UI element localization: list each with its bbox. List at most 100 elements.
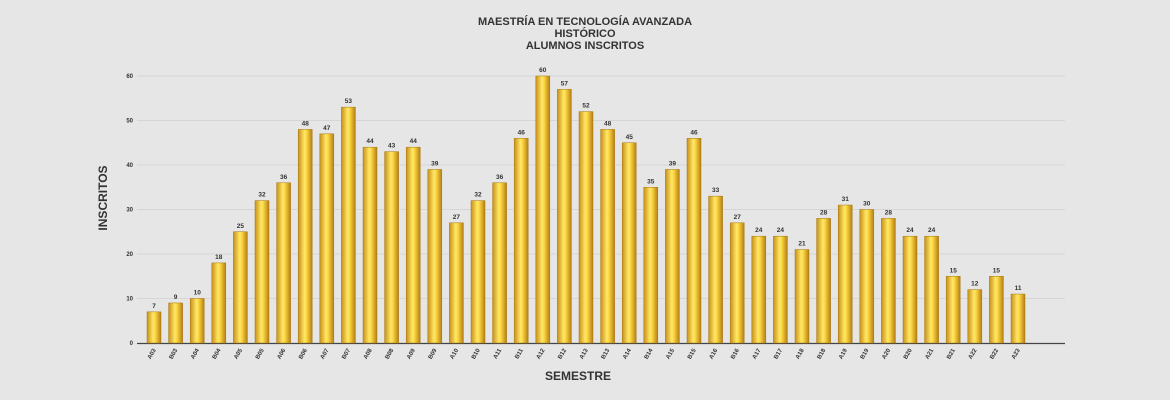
bar-A11: [492, 182, 507, 344]
bar-B14: [643, 187, 659, 344]
data-label: 46: [518, 129, 526, 136]
bar-B17: [773, 235, 788, 344]
x-tick-label: B12: [557, 347, 568, 360]
bar-A10: [449, 222, 464, 344]
chart-title-line-3: ALUMNOS INSCRITOS: [526, 40, 644, 52]
y-tick-label: 10: [126, 297, 133, 303]
bar-B13: [600, 129, 615, 344]
x-tick-label: A22: [968, 347, 979, 360]
x-tick-label: B16: [730, 347, 741, 360]
data-label: 10: [194, 290, 202, 297]
bar-A04: [189, 298, 205, 344]
data-label: 31: [842, 196, 850, 203]
data-label: 33: [712, 187, 720, 194]
bar-A07: [319, 133, 335, 344]
bar-B21: [945, 276, 961, 344]
x-tick-label: A12: [536, 347, 547, 360]
data-label: 43: [388, 143, 396, 150]
data-label: 24: [928, 227, 936, 234]
bar-A08: [362, 146, 378, 344]
x-tick-label: A23: [1011, 347, 1022, 360]
x-tick-label: A03: [147, 347, 158, 360]
data-label: 60: [539, 67, 547, 74]
chart-title-line-1: MAESTRÍA EN TECNOLOGÍA AVANZADA: [478, 15, 692, 28]
x-tick-label: A05: [233, 347, 244, 360]
data-label: 39: [431, 160, 439, 167]
data-label: 32: [474, 192, 482, 199]
x-tick-label: A21: [925, 347, 936, 360]
bar-A05: [233, 231, 248, 344]
bar-A03: [146, 311, 162, 344]
data-label: 45: [626, 134, 634, 141]
x-tick-label: A14: [622, 347, 633, 360]
data-label: 44: [366, 138, 374, 145]
x-tick-label: B07: [341, 347, 352, 360]
bar-B22: [989, 276, 1004, 344]
data-label: 18: [215, 254, 223, 261]
bar-B07: [341, 106, 356, 344]
data-label: 48: [302, 120, 310, 127]
chart-title-line-2: HISTÓRICO: [554, 27, 616, 40]
bar-A18: [794, 249, 810, 344]
bar-B16: [729, 222, 745, 344]
data-label: 11: [1015, 285, 1022, 292]
x-tick-label: B17: [773, 347, 784, 360]
y-tick-label: 40: [126, 163, 133, 169]
bar-B05: [254, 200, 270, 344]
data-label: 12: [971, 281, 979, 288]
data-label: 27: [453, 214, 461, 221]
bar-A20: [881, 218, 896, 344]
y-tick-label: 30: [126, 208, 133, 214]
data-label: 53: [345, 98, 353, 105]
data-label: 47: [323, 125, 331, 132]
bar-B10: [470, 200, 486, 344]
x-tick-label: B09: [428, 347, 439, 360]
x-tick-label: A18: [795, 347, 806, 360]
data-label: 24: [755, 227, 763, 234]
bar-B12: [557, 89, 572, 344]
x-tick-label: B21: [946, 347, 957, 360]
bar-B19: [859, 209, 875, 344]
x-tick-label: B14: [644, 347, 655, 360]
data-label: 21: [798, 241, 806, 248]
y-axis-label: INSCRITOS: [96, 165, 110, 230]
x-tick-label: B18: [817, 347, 828, 360]
data-label: 52: [582, 103, 590, 110]
x-tick-label: A10: [449, 347, 460, 360]
data-label: 35: [647, 178, 655, 185]
data-label: 24: [777, 227, 785, 234]
x-tick-label: B06: [298, 347, 309, 360]
y-tick-label: 50: [126, 119, 133, 125]
data-label: 28: [820, 209, 828, 216]
data-label: 57: [561, 80, 569, 87]
bar-B15: [686, 138, 702, 344]
x-tick-label: B04: [212, 347, 223, 360]
data-label: 15: [950, 267, 958, 274]
x-tick-label: A09: [406, 347, 417, 360]
bar-B08: [384, 151, 399, 344]
bar-B09: [427, 169, 443, 344]
bar-A16: [708, 195, 723, 344]
data-label: 25: [237, 223, 245, 230]
x-tick-label: B05: [255, 347, 266, 360]
y-tick-label: 20: [126, 252, 133, 258]
x-tick-label: A20: [881, 347, 892, 360]
x-tick-label: B22: [989, 347, 1000, 360]
x-tick-label: B03: [169, 347, 180, 360]
bar-A22: [967, 289, 983, 344]
bar-B06: [297, 129, 313, 344]
y-tick-label: 60: [126, 74, 133, 80]
bar-A06: [276, 182, 291, 344]
bar-B04: [211, 262, 227, 344]
bar-A13: [578, 111, 594, 344]
bar-A12: [535, 75, 551, 344]
data-label: 28: [885, 209, 893, 216]
bar-A09: [405, 146, 421, 344]
bar-A17: [751, 235, 767, 344]
data-label: 30: [863, 201, 871, 208]
data-label: 24: [906, 227, 914, 234]
bar-B18: [816, 218, 831, 344]
x-tick-label: B19: [860, 347, 871, 360]
x-tick-label: B13: [601, 347, 612, 360]
